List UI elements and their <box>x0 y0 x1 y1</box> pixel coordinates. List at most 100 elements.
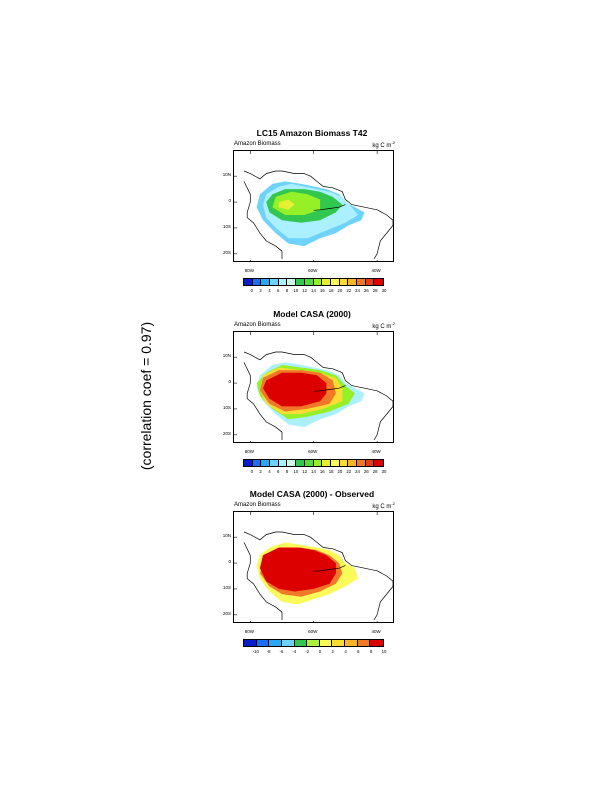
colorbar-box <box>244 640 257 646</box>
colorbar-label: 20 <box>337 469 343 474</box>
colorbar-label: 28 <box>372 469 378 474</box>
colorbar-label: 12 <box>302 288 308 293</box>
colorbar-label: 14 <box>311 469 316 474</box>
colorbar-label: 30 <box>381 469 387 474</box>
lon-tick-label: 40W <box>371 449 381 454</box>
colorbar-label: 10 <box>381 649 387 654</box>
colorbar-box <box>339 460 349 466</box>
colorbar <box>243 459 384 467</box>
contour-level-4 <box>263 372 327 407</box>
amazon-river <box>313 565 346 572</box>
colorbar-label: 14 <box>311 288 316 293</box>
lon-tick-label: 80W <box>244 268 254 273</box>
colorbar-box <box>313 279 323 285</box>
colorbar-label: 24 <box>355 469 360 474</box>
colorbar-box <box>270 460 279 466</box>
colorbar-label: 22 <box>346 469 352 474</box>
colorbar-label: -8 <box>266 649 271 654</box>
colorbar-label: -4 <box>292 649 297 654</box>
coastline-pacific <box>243 542 283 620</box>
colorbar-label: 16 <box>319 469 325 474</box>
colorbar-label: 0 <box>318 649 322 654</box>
lat-tick-label: 10N <box>222 172 231 178</box>
map-panel-1: LC15 Amazon Biomass T42 Amazon Biomass kg … <box>214 128 410 300</box>
lon-tick-label: 60W <box>308 449 318 454</box>
biomass-map <box>234 512 393 622</box>
biomass-map <box>234 151 393 261</box>
colorbar-box <box>287 460 297 466</box>
colorbar-box <box>270 279 279 285</box>
lat-tick-label: 10S <box>222 223 231 229</box>
colorbar-label: -10 <box>252 649 259 654</box>
coastline-pacific <box>243 362 283 440</box>
lat-tick-label: 10N <box>222 533 231 539</box>
colorbar-box <box>357 640 371 646</box>
colorbar-label: 20 <box>337 288 343 293</box>
coastline-atlantic <box>243 170 393 260</box>
units-label: kg C m-2 <box>372 140 395 149</box>
colorbar-box <box>365 460 375 466</box>
correlation-note-text: (correlation coef = 0.97) <box>138 321 154 471</box>
colorbar-labels: 0 2 4 6 8 10 12 14 16 18 20 22 24 26 28 30 <box>243 469 387 477</box>
colorbar-box <box>370 640 384 646</box>
coastline-atlantic <box>243 531 393 621</box>
map-plot-area <box>233 150 394 262</box>
colorbar-label: -2 <box>305 649 309 654</box>
contour-level-2 <box>259 547 336 592</box>
colorbar-labels: -10 -8 -6 -4 -2 0 2 4 6 8 10 <box>243 649 387 657</box>
lat-tick-label: 10S <box>222 584 231 590</box>
lat-tick-label: 0 <box>228 379 231 385</box>
colorbar-label: 24 <box>355 288 360 293</box>
panel-title: Model CASA (2000) <box>273 309 351 319</box>
colorbar-box <box>356 460 366 466</box>
variable-label: Amazon Biomass <box>234 502 281 508</box>
colorbar-box <box>374 279 383 285</box>
colorbar-label: 8 <box>369 649 373 654</box>
colorbar-label: 6 <box>357 649 360 654</box>
colorbar-label: 10 <box>293 288 299 293</box>
colorbar-box <box>294 640 308 646</box>
colorbar-box <box>261 460 271 466</box>
colorbar-box <box>252 460 262 466</box>
map-plot-area <box>233 331 394 443</box>
colorbar-box <box>348 279 357 285</box>
colorbar-box <box>278 279 288 285</box>
colorbar-box <box>374 460 383 466</box>
colorbar-box <box>278 460 288 466</box>
lon-tick-label: 40W <box>371 268 381 273</box>
colorbar-box <box>269 640 282 646</box>
colorbar-label: 4 <box>344 649 347 654</box>
colorbar-box <box>307 640 320 646</box>
colorbar-label: 30 <box>381 288 387 293</box>
lat-tick-label: 20S <box>222 430 231 436</box>
colorbar-box <box>244 460 253 466</box>
colorbar-box <box>356 279 366 285</box>
colorbar-box <box>322 279 331 285</box>
coastline-pacific <box>243 181 283 259</box>
colorbar-label: 6 <box>277 469 280 474</box>
colorbar-box <box>287 279 297 285</box>
colorbar-label: 26 <box>363 288 369 293</box>
colorbar-box <box>281 640 295 646</box>
colorbar-label: 2 <box>331 649 334 654</box>
colorbar-label: 28 <box>372 288 378 293</box>
lon-tick-label: 60W <box>308 629 318 634</box>
colorbar-box <box>296 279 305 285</box>
map-panel-3: Model CASA (2000) - Observed Amazon Bioma… <box>214 489 410 661</box>
colorbar <box>243 278 384 286</box>
colorbar-box <box>345 640 358 646</box>
colorbar-label: 10 <box>293 469 299 474</box>
panel-title: Model CASA (2000) - Observed <box>249 489 375 499</box>
colorbar-label: 6 <box>277 288 280 293</box>
colorbar-box <box>365 279 375 285</box>
lat-tick-label: 10N <box>222 353 231 359</box>
colorbar-label: 2 <box>259 288 262 293</box>
lon-tick-label: 80W <box>244 629 254 634</box>
map-plot-area <box>233 511 394 623</box>
colorbar-label: 26 <box>363 469 369 474</box>
contour-level-3 <box>272 191 321 215</box>
units-label: kg C m-2 <box>372 501 395 510</box>
variable-label: Amazon Biomass <box>234 141 281 147</box>
colorbar-box <box>304 460 314 466</box>
lon-tick-label: 80W <box>244 449 254 454</box>
